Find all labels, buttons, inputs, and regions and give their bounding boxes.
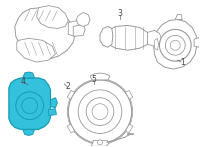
Polygon shape — [125, 90, 133, 99]
Polygon shape — [48, 109, 56, 116]
Polygon shape — [154, 38, 158, 50]
Polygon shape — [67, 90, 75, 99]
Polygon shape — [91, 140, 109, 146]
Text: 3: 3 — [117, 9, 122, 18]
Circle shape — [22, 98, 38, 114]
Circle shape — [92, 104, 108, 120]
Polygon shape — [68, 20, 82, 36]
Circle shape — [68, 80, 132, 143]
Circle shape — [159, 29, 191, 61]
Circle shape — [78, 90, 122, 133]
Circle shape — [170, 40, 180, 50]
Circle shape — [16, 92, 44, 120]
Polygon shape — [23, 130, 35, 135]
Polygon shape — [37, 6, 68, 28]
Polygon shape — [148, 30, 161, 46]
Polygon shape — [105, 25, 150, 50]
Polygon shape — [194, 37, 200, 47]
Polygon shape — [100, 26, 113, 47]
Circle shape — [86, 98, 114, 126]
Polygon shape — [15, 8, 75, 59]
Polygon shape — [153, 20, 197, 69]
Polygon shape — [76, 13, 90, 26]
Polygon shape — [50, 98, 57, 108]
Circle shape — [98, 140, 102, 145]
Text: 5: 5 — [92, 75, 96, 84]
Polygon shape — [73, 24, 85, 36]
Circle shape — [165, 35, 185, 55]
Text: 4: 4 — [20, 77, 25, 86]
Text: 2: 2 — [66, 82, 71, 91]
Polygon shape — [175, 15, 182, 20]
Polygon shape — [9, 78, 50, 130]
Polygon shape — [67, 124, 75, 133]
Polygon shape — [90, 73, 110, 80]
Polygon shape — [23, 72, 35, 78]
Polygon shape — [17, 38, 55, 62]
Polygon shape — [125, 124, 133, 133]
Text: 1: 1 — [180, 58, 185, 67]
